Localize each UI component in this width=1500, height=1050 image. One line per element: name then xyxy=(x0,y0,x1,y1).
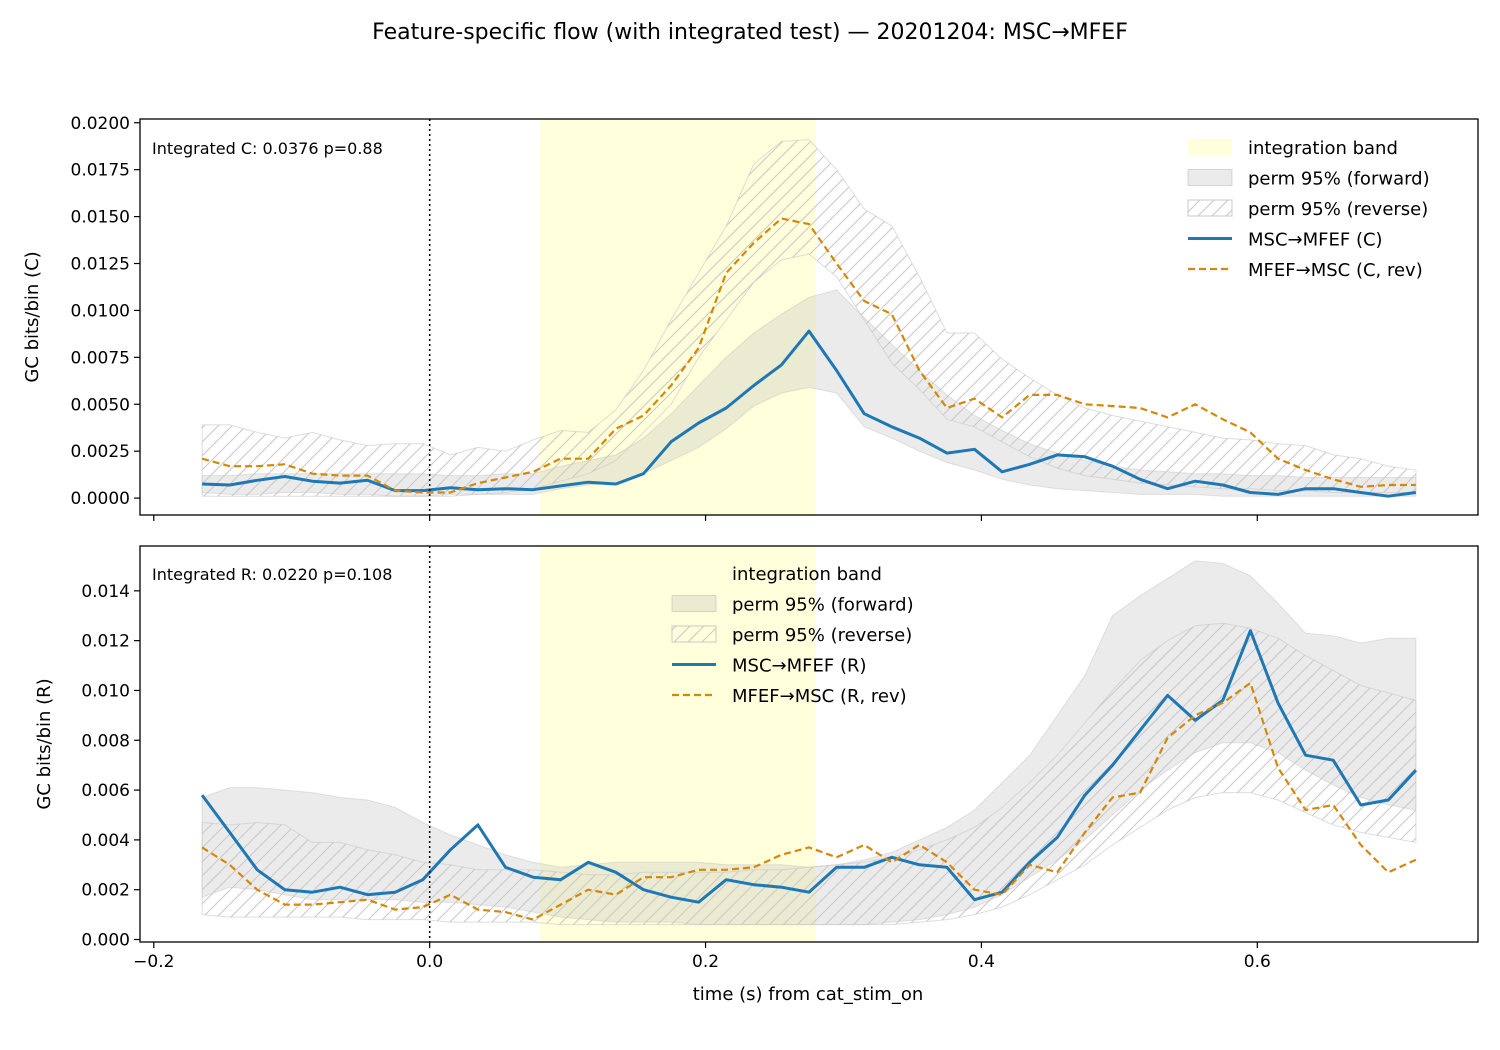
y-tick-label: 0.0175 xyxy=(71,161,130,181)
y-tick-label: 0.0125 xyxy=(71,255,130,275)
axes-layer: 0.0000 0.0025 0.0050 0.0075 0.0100 0.0125 0.01… xyxy=(71,114,1479,521)
panel-c: 0.0000 0.0025 0.0050 0.0075 0.0100 0.0125 0.01… xyxy=(22,114,1479,521)
y-tick-label: 0.004 xyxy=(81,831,130,851)
panel-r: 0.000 0.002 0.004 0.006 0.008 0.010 0.012 0.014… xyxy=(34,545,1479,972)
x-tick-label: −0.2 xyxy=(133,952,174,972)
x-tick-label: 0.0 xyxy=(416,952,443,972)
legend-label-perm-95-forward: perm 95% (forward) xyxy=(1248,169,1430,190)
y-tick-label: 0.0075 xyxy=(71,348,130,368)
legend-label-integration-band: integration band xyxy=(1248,138,1398,159)
legend-c: integration band perm 95% (forward) perm 9… xyxy=(1187,138,1430,281)
legend-label-mfef-msc-c-rev: MFEF→MSC (C, rev) xyxy=(1248,260,1423,281)
legend-swatch-integration-band xyxy=(672,565,716,581)
integrated-c-annotation: Integrated C: 0.0376 p=0.88 xyxy=(152,139,383,158)
legend-swatch-integration-band xyxy=(1188,139,1232,155)
x-axis-label: time (s) from cat_stim_on xyxy=(693,984,924,1005)
perm-95-reverse-area xyxy=(201,622,1417,926)
integrated-r-annotation: Integrated R: 0.0220 p=0.108 xyxy=(152,565,392,584)
legend-swatch-perm-95-forward xyxy=(1187,169,1233,186)
y-tick-label: 0.014 xyxy=(81,582,130,602)
series-line-layer xyxy=(200,629,1418,921)
legend-label-msc-mfef-c: MSC→MFEF (C) xyxy=(1248,230,1383,251)
y-tick-label: 0.0200 xyxy=(71,114,130,134)
legend-swatch-perm-95-reverse xyxy=(671,625,717,643)
figure-title: Feature-specific flow (with integrated t… xyxy=(372,20,1128,45)
series-line-mfef-msc-r-rev xyxy=(201,681,1417,921)
x-tick-label: 0.2 xyxy=(692,952,719,972)
y-tick-label: 0.010 xyxy=(81,681,130,701)
axes-frame xyxy=(139,545,1479,943)
axes-frame xyxy=(139,118,1479,516)
series-line-msc-mfef-c xyxy=(202,329,1417,498)
axes-layer: 0.000 0.002 0.004 0.006 0.008 0.010 0.012 0.014… xyxy=(81,545,1479,972)
series-line-mfef-msc-c-rev xyxy=(201,217,1416,494)
legend-label-perm-95-reverse: perm 95% (reverse) xyxy=(732,625,912,646)
legend-label-integration-band: integration band xyxy=(732,564,882,585)
x-tick-label: 0.6 xyxy=(1244,952,1271,972)
legend-label-msc-mfef-r: MSC→MFEF (R) xyxy=(732,656,867,677)
legend-label-mfef-msc-r-rev: MFEF→MSC (R, rev) xyxy=(732,686,907,707)
legend-label-perm-95-forward: perm 95% (forward) xyxy=(732,595,914,616)
legend-label-perm-95-reverse: perm 95% (reverse) xyxy=(1248,199,1428,220)
legend-r: integration band perm 95% (forward) perm 9… xyxy=(671,564,914,707)
series-line-msc-mfef-r xyxy=(200,629,1418,904)
y-tick-label: 0.000 xyxy=(81,931,130,951)
y-axis-label: GC bits/bin (C) xyxy=(22,251,43,382)
y-tick-label: 0.012 xyxy=(81,632,130,652)
y-tick-label: 0.008 xyxy=(81,731,130,751)
y-tick-label: 0.0000 xyxy=(71,489,130,509)
y-tick-label: 0.002 xyxy=(81,881,130,901)
y-axis-label: GC bits/bin (R) xyxy=(34,678,55,809)
x-tick-label: 0.4 xyxy=(968,952,995,972)
series-line-layer xyxy=(201,217,1417,498)
y-tick-label: 0.0150 xyxy=(71,208,130,228)
legend-swatch-perm-95-reverse xyxy=(1187,199,1233,217)
perm-band-layer xyxy=(201,560,1417,926)
y-tick-label: 0.0025 xyxy=(71,442,130,462)
legend-swatch-perm-95-forward xyxy=(671,595,717,612)
y-tick-label: 0.0050 xyxy=(71,395,130,415)
y-tick-label: 0.0100 xyxy=(71,301,130,321)
y-tick-label: 0.006 xyxy=(81,781,130,801)
